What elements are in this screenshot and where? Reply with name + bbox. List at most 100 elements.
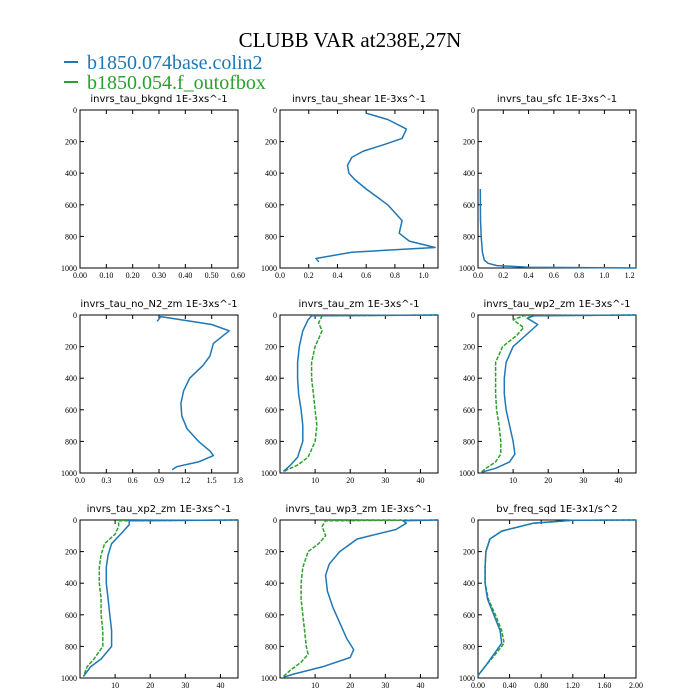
subplot-title: invrs_tau_bkgnd 1E-3xs^-1 xyxy=(90,94,227,105)
x-tick-label: 0.8 xyxy=(390,271,400,280)
x-tick-label: 1.8 xyxy=(233,476,243,485)
series-line-colin2 xyxy=(479,188,637,269)
y-tick-label: 800 xyxy=(65,232,77,241)
y-tick-label: 400 xyxy=(463,374,475,383)
y-tick-label: 600 xyxy=(65,201,77,210)
x-tick-label: 0.4 xyxy=(332,271,342,280)
x-tick-label: 0.6 xyxy=(128,476,138,485)
x-tick-label: 0.3 xyxy=(101,476,111,485)
legend-entry: b1850.054.f_outofbox xyxy=(64,72,266,94)
x-tick-label: 0.0 xyxy=(275,271,285,280)
plot-frame xyxy=(79,109,239,269)
x-tick-label: 0.0 xyxy=(473,271,483,280)
series-line-outofbox xyxy=(283,314,439,473)
y-tick-label: 400 xyxy=(265,169,277,178)
subplot: invrs_tau_bkgnd 1E-3xs^-1 0 200 400 600 800 10… xyxy=(61,94,245,280)
x-tick-label: 2.00 xyxy=(629,681,643,690)
series-line-outofbox xyxy=(82,519,239,677)
y-tick-label: 600 xyxy=(265,201,277,210)
y-tick-label: 0 xyxy=(471,516,475,525)
x-tick-label: 40 xyxy=(416,681,424,690)
x-tick-label: 1.0 xyxy=(599,271,609,280)
x-tick-label: 30 xyxy=(579,476,587,485)
x-tick-label: 0.50 xyxy=(205,271,219,280)
y-tick-label: 400 xyxy=(463,169,475,178)
x-tick-label: 0.0 xyxy=(75,476,85,485)
x-tick-label: 1.5 xyxy=(207,476,217,485)
plot-frame xyxy=(477,519,637,679)
x-tick-label: 20 xyxy=(346,681,354,690)
legend-line-swatch xyxy=(64,61,78,64)
plot-frame xyxy=(79,314,239,474)
series-line-colin2 xyxy=(477,519,637,677)
x-tick-label: 0.6 xyxy=(549,271,559,280)
plot-frame xyxy=(279,314,439,474)
y-tick-label: 0 xyxy=(471,106,475,115)
legend-label: b1850.074base.colin2 xyxy=(87,52,263,74)
subplot: invrs_tau_xp2_zm 1E-3xs^-1 0 200 400 600 800 1… xyxy=(61,504,239,690)
subplot: invrs_tau_sfc 1E-3xs^-1 0 200 400 600 800 1000… xyxy=(459,94,637,280)
y-tick-label: 1000 xyxy=(261,469,277,478)
subplot: invrs_tau_wp2_zm 1E-3xs^-1 0 200 400 600 800 1… xyxy=(459,299,637,485)
y-tick-label: 600 xyxy=(463,611,475,620)
y-tick-label: 400 xyxy=(65,579,77,588)
y-tick-label: 400 xyxy=(463,579,475,588)
y-tick-label: 600 xyxy=(265,611,277,620)
x-tick-label: 0.80 xyxy=(534,681,548,690)
y-tick-label: 200 xyxy=(65,548,77,557)
y-tick-label: 400 xyxy=(65,169,77,178)
x-tick-label: 0.4 xyxy=(524,271,534,280)
x-tick-label: 0.60 xyxy=(231,271,245,280)
y-tick-label: 200 xyxy=(463,343,475,352)
series-line-outofbox xyxy=(282,519,439,677)
y-tick-label: 1000 xyxy=(459,469,475,478)
subplot: invrs_tau_zm 1E-3xs^-1 0 200 400 600 800 1000 1… xyxy=(261,299,439,485)
y-tick-label: 1000 xyxy=(459,264,475,273)
y-tick-label: 200 xyxy=(265,138,277,147)
x-tick-label: 30 xyxy=(181,681,189,690)
x-tick-label: 40 xyxy=(416,476,424,485)
series-line-colin2 xyxy=(156,315,230,471)
x-tick-label: 20 xyxy=(346,476,354,485)
series-line-colin2 xyxy=(283,519,439,678)
plot-frame xyxy=(477,109,637,269)
y-tick-label: 200 xyxy=(265,343,277,352)
x-tick-label: 1.2 xyxy=(625,271,635,280)
series-line-outofbox xyxy=(477,519,637,677)
series-line-colin2 xyxy=(315,112,436,263)
y-tick-label: 400 xyxy=(265,579,277,588)
y-tick-label: 1000 xyxy=(61,264,77,273)
x-tick-label: 0.6 xyxy=(361,271,371,280)
series-line-colin2 xyxy=(82,519,239,677)
y-tick-label: 0 xyxy=(273,516,277,525)
y-tick-label: 1000 xyxy=(261,674,277,683)
subplot: invrs_tau_shear 1E-3xs^-1 0 200 400 600 800 10… xyxy=(261,94,439,280)
subplot-title: invrs_tau_no_N2_zm 1E-3xs^-1 xyxy=(80,299,237,310)
x-tick-label: 0.20 xyxy=(126,271,140,280)
x-tick-label: 0.2 xyxy=(498,271,508,280)
x-tick-label: 40 xyxy=(216,681,224,690)
y-tick-label: 1000 xyxy=(459,674,475,683)
subplot-title: invrs_tau_wp2_zm 1E-3xs^-1 xyxy=(484,299,631,310)
y-tick-label: 800 xyxy=(265,232,277,241)
y-tick-label: 800 xyxy=(265,437,277,446)
plot-frame xyxy=(477,314,637,474)
y-tick-label: 200 xyxy=(65,343,77,352)
x-tick-label: 20 xyxy=(544,476,552,485)
y-tick-label: 1000 xyxy=(61,469,77,478)
y-tick-label: 600 xyxy=(463,406,475,415)
x-tick-label: 0.2 xyxy=(304,271,314,280)
series-line-colin2 xyxy=(481,314,637,473)
x-tick-label: 10 xyxy=(111,681,119,690)
x-tick-label: 0.00 xyxy=(73,271,87,280)
legend-label: b1850.054.f_outofbox xyxy=(87,72,266,94)
subplot-title: invrs_tau_xp2_zm 1E-3xs^-1 xyxy=(87,504,232,515)
y-tick-label: 1000 xyxy=(61,674,77,683)
y-tick-label: 600 xyxy=(65,406,77,415)
subplot-title: invrs_tau_shear 1E-3xs^-1 xyxy=(292,94,426,105)
x-tick-label: 0.10 xyxy=(99,271,113,280)
y-tick-label: 600 xyxy=(265,406,277,415)
y-tick-label: 400 xyxy=(65,374,77,383)
subplot-title: bv_freq_sqd 1E-3x1/s^2 xyxy=(496,504,618,515)
